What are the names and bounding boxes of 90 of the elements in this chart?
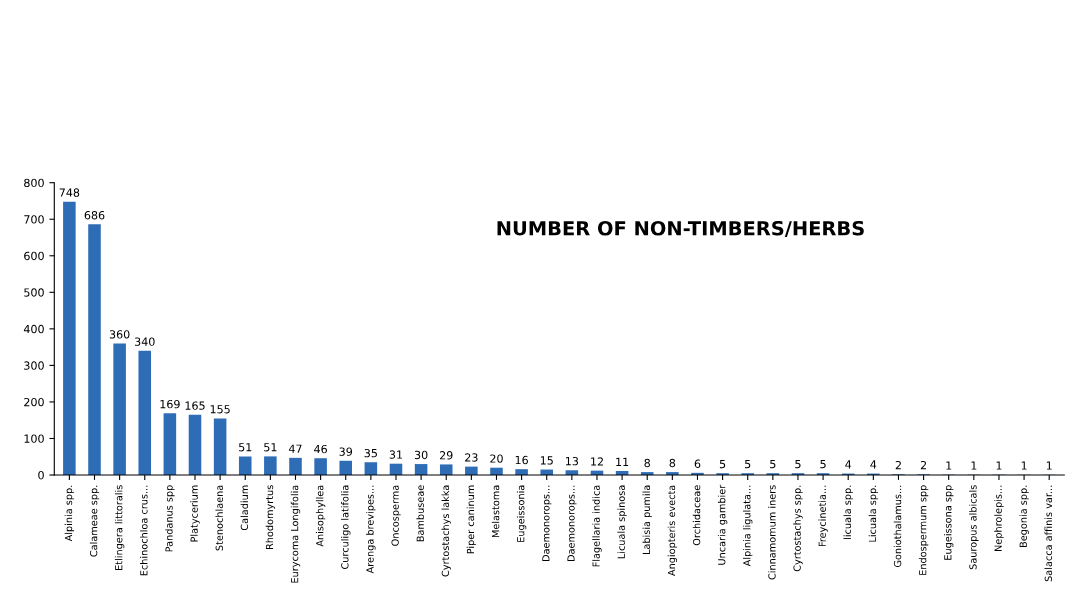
y-tick-label: 200 [24, 397, 44, 407]
data-label: 748 [59, 188, 80, 197]
x-tick-label: Orchidaceae [692, 485, 701, 546]
x-tick-label: Freycinetia... [818, 485, 828, 547]
y-tick-label: 700 [24, 215, 44, 224]
data-label: 30 [414, 450, 428, 460]
data-label: 5 [795, 460, 801, 469]
x-tick-label: Licuala spp. [868, 485, 879, 542]
x-tick-label: Oncosperma [391, 485, 401, 546]
data-label: 47 [288, 444, 302, 453]
x-tick-label: Etlingera littoralis [114, 485, 125, 570]
data-label: 6 [694, 459, 701, 468]
x-tick-label: Salacca affinis var... [1044, 485, 1053, 582]
data-label: 39 [339, 447, 353, 456]
x-tick-label: Arenga brevipes... [366, 485, 376, 574]
data-label: 31 [389, 450, 403, 459]
y-tick-label: 600 [24, 251, 44, 261]
x-tick-label: Curculigo latifolia [341, 485, 351, 569]
x-tick-label: Eugeissonia [516, 485, 527, 542]
x-tick-label: Eurycoma Longifolia [290, 485, 301, 583]
x-tick-label: Uncaria gambier [717, 484, 728, 565]
data-label: 155 [210, 405, 230, 414]
data-label: 360 [109, 330, 130, 339]
x-tick-label: Alpinia spp. [64, 485, 75, 542]
x-tick-label: Labisia pumila [642, 485, 652, 555]
x-tick-label: Flagellaria indica [592, 485, 602, 567]
y-tick-label: 500 [24, 288, 44, 297]
data-label: 1 [1021, 461, 1027, 470]
x-tick-label: Begonia spp. [1019, 485, 1029, 547]
data-label: 1 [1046, 461, 1052, 470]
x-tick-label: Daemonorops... [567, 485, 577, 561]
x-tick-label: Endospermum spp [918, 485, 929, 575]
x-tick-label: Echinochloa crus... [140, 485, 148, 576]
data-label: 11 [616, 457, 629, 466]
y-tick-label: 400 [23, 324, 44, 334]
x-tick-label: Rhodomyrtus [265, 485, 276, 550]
x-tick-label: Goniothalamus... [893, 485, 902, 568]
x-tick-label: Cyrtostachys lakka [441, 485, 451, 577]
data-label: 340 [134, 337, 155, 346]
x-tick-label: Cyrtostachys spp. [793, 485, 803, 572]
y-tick-label: 800 [24, 178, 44, 188]
data-label: 29 [439, 451, 453, 460]
data-label: 2 [920, 460, 927, 470]
x-tick-label: Alpinia ligulata... [743, 485, 753, 567]
y-tick-label: 100 [24, 434, 44, 443]
data-label: 8 [669, 458, 676, 468]
x-tick-label: Cinnamomum iners [768, 485, 776, 580]
x-tick-label: Melastoma [491, 485, 500, 538]
data-label: 5 [719, 460, 726, 469]
x-tick-label: licuala spp. [843, 485, 853, 539]
data-label: 165 [185, 401, 205, 410]
x-tick-label: Calameae spp. [89, 485, 100, 557]
x-tick-label: Nephrolepis... [994, 485, 1004, 551]
x-tick-label: Daemonorops... [542, 485, 552, 561]
text: NUMBER OF NON-TIMBERS/HERBS [497, 220, 864, 238]
x-tick-label: Platycerium [190, 485, 200, 542]
x-tick-label: Bambuseae [416, 485, 424, 542]
data-label: 15 [540, 456, 553, 465]
data-label: 51 [264, 443, 277, 452]
data-label: 8 [644, 458, 650, 468]
data-label: 1 [996, 461, 1002, 470]
x-tick-label: Eugeissona spp [944, 485, 954, 560]
x-tick-label: Piper caninum [466, 485, 477, 554]
y-tick-label: 0 [38, 470, 44, 480]
data-label: 169 [160, 399, 180, 409]
data-label: 13 [566, 456, 579, 466]
data-label: 46 [314, 444, 327, 454]
y-tick-label: 300 [24, 361, 44, 370]
x-tick-label: Caladium [240, 485, 249, 531]
x-tick-label: Sauropus albicals [969, 485, 979, 570]
data-label: 4 [845, 460, 852, 469]
data-label: 16 [515, 455, 528, 465]
x-tick-label: Anisophyllea [315, 485, 326, 547]
data-label: 51 [239, 443, 252, 452]
data-label: 5 [745, 460, 751, 469]
data-label: 12 [591, 457, 603, 466]
data-label: 1 [971, 461, 977, 470]
data-label: 23 [465, 453, 478, 462]
data-label: 686 [84, 211, 105, 220]
data-label: 5 [770, 460, 776, 469]
data-label: 2 [895, 460, 901, 470]
data-label: 4 [870, 460, 877, 469]
data-label: 1 [946, 461, 952, 470]
data-label: 5 [820, 460, 826, 469]
data-label: 20 [490, 454, 503, 463]
data-label: 35 [364, 448, 377, 458]
x-tick-label: Pandanus spp [165, 485, 175, 552]
x-tick-label: Licuala spinosa [617, 485, 627, 559]
x-tick-label: Angiopteris evecta [667, 485, 678, 576]
x-tick-label: Stenochlaena [215, 485, 223, 551]
